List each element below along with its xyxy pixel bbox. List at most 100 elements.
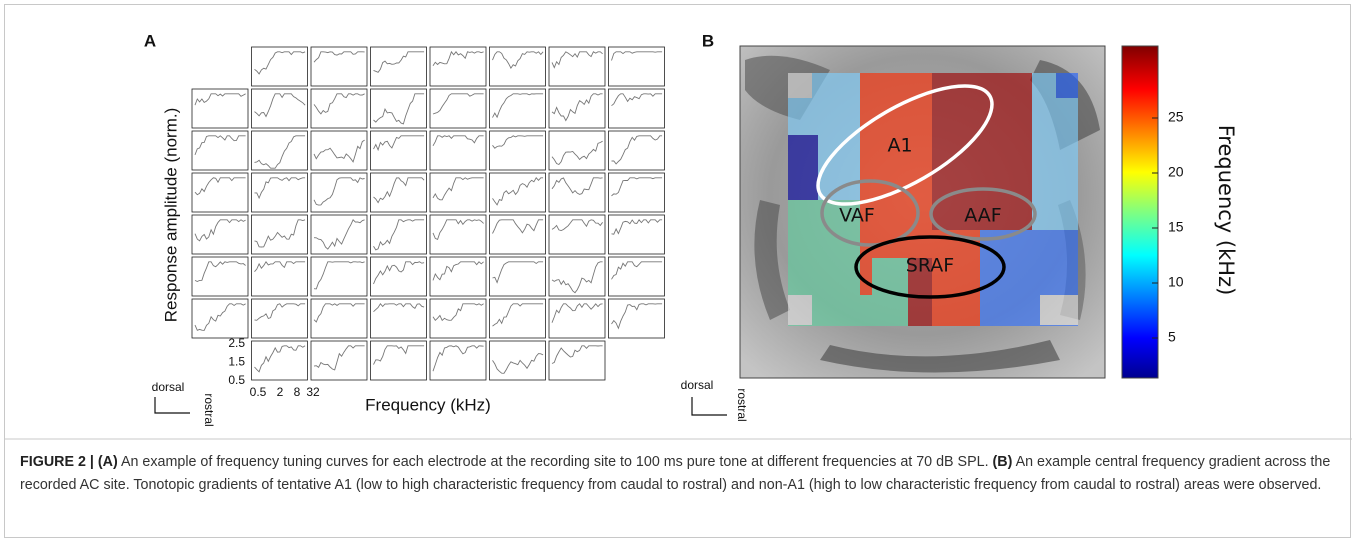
tuning-plot	[608, 46, 665, 87]
tuning-plot	[489, 130, 546, 171]
tuning-curve	[551, 93, 603, 122]
tuning-plot	[608, 88, 665, 129]
tuning-plot	[608, 298, 665, 339]
tuning-plot	[429, 172, 487, 213]
tuning-curve	[194, 177, 246, 196]
tuning-plot	[370, 298, 427, 339]
map-cell	[788, 295, 812, 325]
tuning-curve	[313, 219, 365, 250]
map-cell	[932, 230, 980, 326]
tuning-curve	[373, 177, 425, 204]
tuning-curve	[254, 345, 306, 373]
tuning-plot	[429, 214, 487, 255]
map-cell	[812, 73, 860, 98]
tuning-curve	[432, 345, 484, 372]
x-tick-label: 32	[306, 385, 320, 399]
tuning-plot	[429, 298, 487, 339]
tuning-plot	[548, 88, 606, 129]
tuning-plot	[191, 172, 249, 213]
region-label: A1	[887, 135, 912, 157]
tuning-plot	[489, 298, 546, 339]
caption-text: An example of frequency tuning curves fo…	[120, 454, 989, 470]
tuning-curve	[254, 51, 306, 75]
tuning-plot	[191, 298, 249, 339]
orientation-label: rostral	[735, 388, 749, 421]
tuning-curve	[254, 135, 306, 169]
region-outline	[820, 179, 920, 247]
tuning-curve	[432, 303, 484, 322]
tuning-curve	[313, 177, 365, 206]
tuning-curve	[611, 261, 663, 280]
colorbar	[1121, 45, 1159, 379]
tuning-curve	[194, 261, 246, 282]
tuning-curve	[313, 303, 365, 323]
map-cell	[788, 200, 860, 295]
orientation-label: rostral	[202, 393, 216, 426]
panel-ref: (B)	[992, 454, 1013, 470]
tuning-plot	[251, 256, 308, 297]
tuning-curve	[432, 135, 484, 147]
tuning-curve	[551, 261, 603, 294]
caption-text: An example central frequency gradient ac…	[20, 454, 1331, 493]
tuning-curve	[551, 303, 603, 323]
region-label: SRAF	[906, 255, 954, 277]
map-cell	[1032, 73, 1056, 98]
tuning-curve	[492, 93, 544, 119]
region-label: AAF	[964, 205, 1001, 227]
tuning-plot	[310, 88, 368, 129]
map-cell	[908, 258, 932, 326]
map-cell	[1040, 295, 1078, 325]
tuning-plot	[429, 256, 487, 297]
tuning-plot	[548, 214, 606, 255]
tuning-curve	[611, 219, 663, 235]
tuning-curve	[492, 135, 544, 149]
tuning-curve	[373, 303, 425, 313]
tuning-curve	[194, 219, 246, 242]
tuning-plot	[251, 46, 308, 87]
tuning-plot	[608, 256, 665, 297]
tuning-curve	[313, 345, 365, 371]
tuning-curve	[492, 261, 544, 284]
tuning-plot	[370, 130, 427, 171]
tuning-curve	[551, 219, 603, 231]
tuning-plot	[251, 88, 308, 129]
tuning-plot	[370, 88, 427, 129]
tuning-curve	[432, 50, 484, 66]
tuning-curve	[373, 261, 425, 285]
tuning-curve	[432, 177, 484, 201]
y-tick-label: 1.5	[228, 355, 245, 369]
tuning-plot	[429, 46, 487, 87]
tuning-curve	[254, 303, 306, 321]
map-cell	[1056, 73, 1078, 98]
tuning-curve	[373, 51, 425, 73]
tuning-curve	[373, 135, 425, 152]
x-tick-label: 2	[277, 385, 284, 399]
orientation-axes	[154, 397, 190, 414]
tuning-plot	[429, 88, 487, 129]
caption: FIGURE 2 | (A) An example of frequency t…	[20, 451, 1335, 497]
tuning-curve	[432, 219, 484, 241]
tuning-plot	[251, 130, 308, 171]
tuning-curve	[373, 93, 425, 125]
tuning-curve	[313, 93, 365, 115]
tuning-plot	[370, 46, 427, 87]
tuning-plot	[548, 340, 606, 381]
panel-label: A	[144, 31, 156, 50]
tuning-curve	[254, 219, 306, 248]
x-tick-label: 0.5	[250, 385, 267, 399]
figure-frame	[4, 4, 1351, 538]
x-tick-label: 8	[294, 385, 301, 399]
colorbar-tick-label: 5	[1168, 329, 1176, 345]
tuning-curve	[254, 177, 306, 200]
tuning-plot	[370, 172, 427, 213]
tuning-plot	[310, 256, 368, 297]
tuning-curve	[194, 93, 246, 106]
tuning-curve	[492, 219, 544, 234]
figure: A Response amplitude (norm.) Frequency (…	[4, 31, 1352, 440]
tuning-plot	[191, 130, 249, 171]
tuning-curve	[194, 135, 246, 156]
tuning-plot	[310, 172, 368, 213]
tuning-curve	[492, 353, 544, 374]
y-tick-label: 2.5	[228, 336, 245, 350]
frequency-map	[788, 73, 1078, 326]
